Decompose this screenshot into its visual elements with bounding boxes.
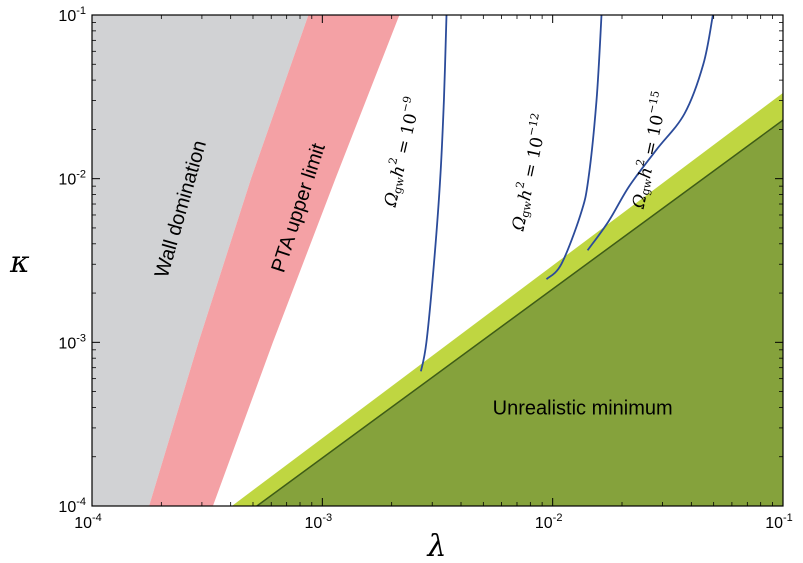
y-tick-label: 10-4: [58, 496, 86, 516]
x-axis-label: λ: [426, 529, 446, 563]
y-tick-label: 10-2: [58, 169, 86, 189]
y-tick-label: 10-3: [58, 332, 86, 352]
x-tick-label: 10-3: [305, 512, 333, 532]
region-wall-domination: [92, 15, 309, 506]
series-line-2: [545, 15, 603, 280]
annotation-unrealistic-minimum: Unrealistic minimum: [493, 398, 673, 420]
series-line-3: [586, 15, 714, 251]
series-layer: [420, 15, 714, 372]
x-tick-label: 10-1: [765, 512, 793, 532]
regions-layer: [92, 15, 783, 506]
y-tick-label: 10-1: [58, 5, 86, 25]
x-tick-label: 10-4: [74, 512, 102, 532]
x-tick-label: 10-2: [535, 512, 563, 532]
region-boundary-line: [256, 119, 783, 506]
series-line-1: [420, 15, 448, 372]
region-pta-upper-limit: [149, 15, 400, 506]
plot-frame: [91, 14, 784, 507]
ticks-layer: 10-4 10-3 10-2 10-1 10-4 10-3 10-2 10-1: [58, 5, 792, 532]
y-axis-label: κ: [9, 245, 30, 280]
